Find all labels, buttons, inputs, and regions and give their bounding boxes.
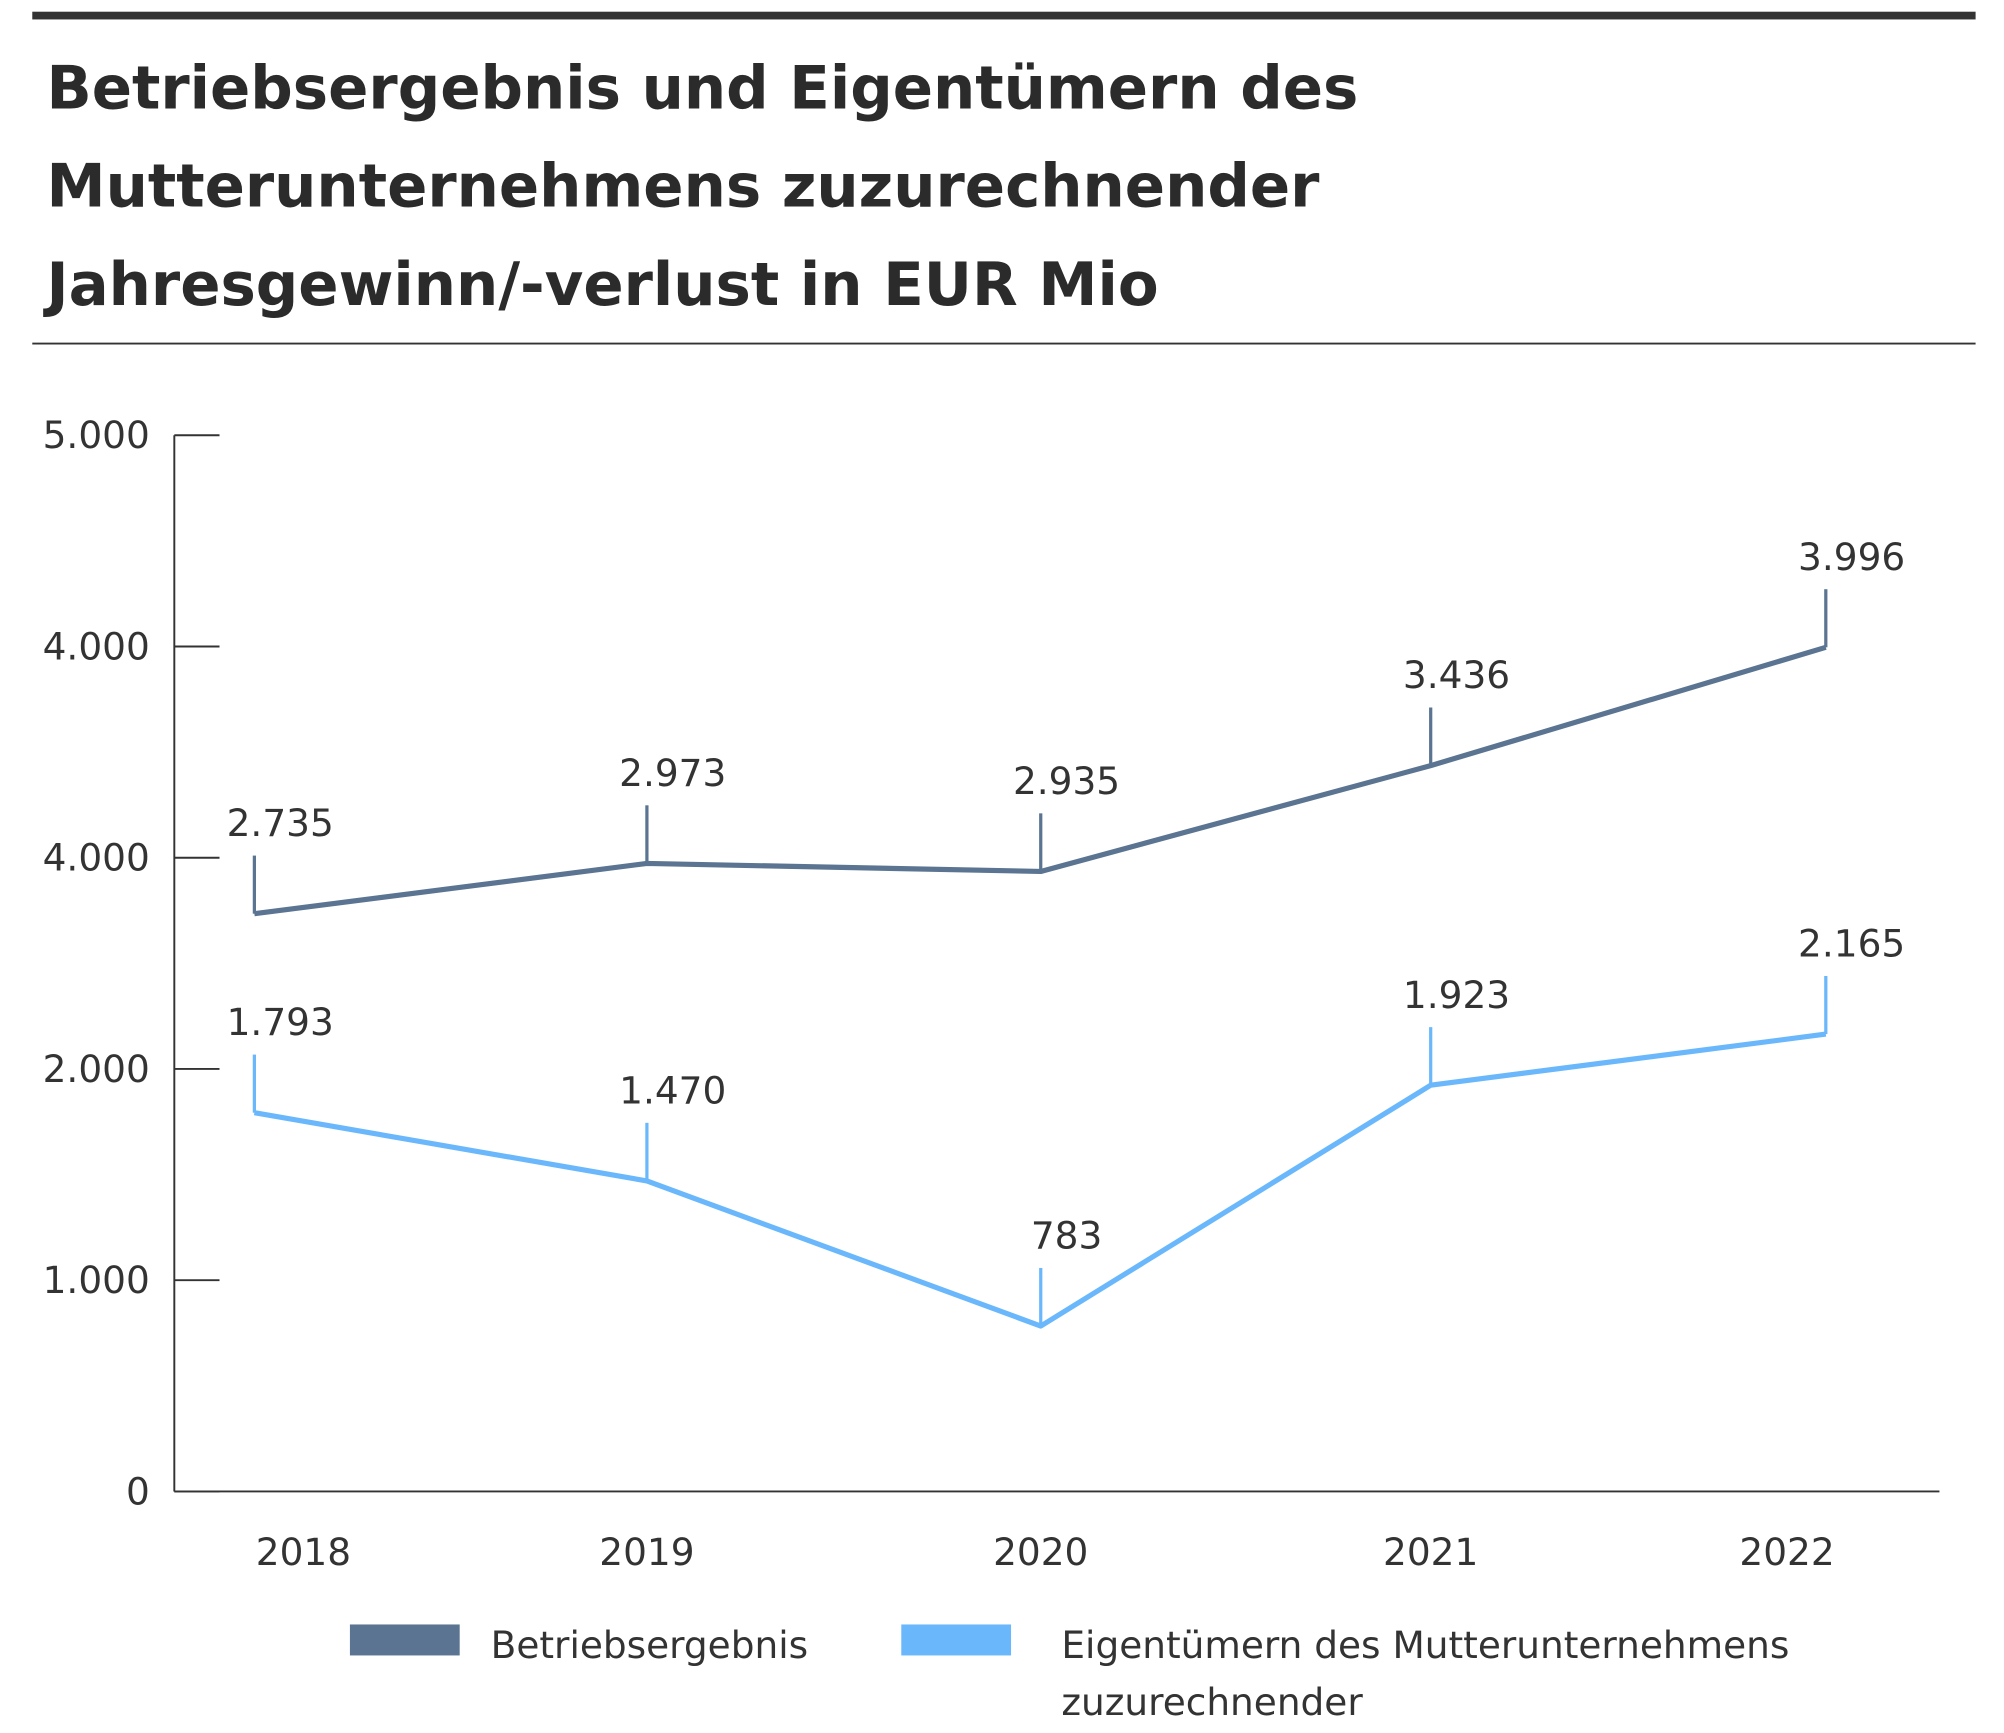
chart-title: Betriebsergebnis und Eigentümern des Mut… [42, 55, 1379, 320]
top-rule [32, 11, 1976, 20]
x-tick-label: 2019 [599, 1530, 694, 1574]
data-label: 1.470 [619, 1068, 726, 1112]
data-label: 1.923 [1403, 973, 1510, 1017]
y-tick-label: 0 [126, 1469, 150, 1513]
data-label: 3.436 [1403, 653, 1510, 697]
data-label: 1.793 [227, 1000, 334, 1044]
data-label: 2.165 [1798, 922, 1905, 966]
x-tick-label: 2020 [993, 1530, 1088, 1574]
x-tick-label: 2021 [1383, 1530, 1478, 1574]
legend-label: Eigentümern des Mutterunternehmens zuzur… [1059, 1623, 1801, 1733]
data-label: 2.973 [619, 751, 726, 795]
legend-swatch [901, 1624, 1012, 1656]
series-line [254, 644, 1827, 917]
y-tick-label: 4.000 [43, 836, 150, 880]
y-tick-label: 1.000 [43, 1258, 150, 1302]
x-tick-label: 2022 [1739, 1530, 1834, 1574]
y-tick-label: 5.000 [43, 413, 150, 457]
data-label: 2.935 [1013, 759, 1120, 803]
data-label: 783 [1031, 1214, 1102, 1258]
legend-swatch [349, 1624, 460, 1656]
legend-label: Betriebsergebnis [491, 1623, 808, 1667]
y-tick-label: 4.000 [43, 624, 150, 668]
x-tick-label: 2018 [256, 1530, 351, 1574]
data-label: 2.735 [227, 801, 334, 845]
y-tick-label: 2.000 [43, 1047, 150, 1091]
data-label: 3.996 [1798, 535, 1905, 579]
